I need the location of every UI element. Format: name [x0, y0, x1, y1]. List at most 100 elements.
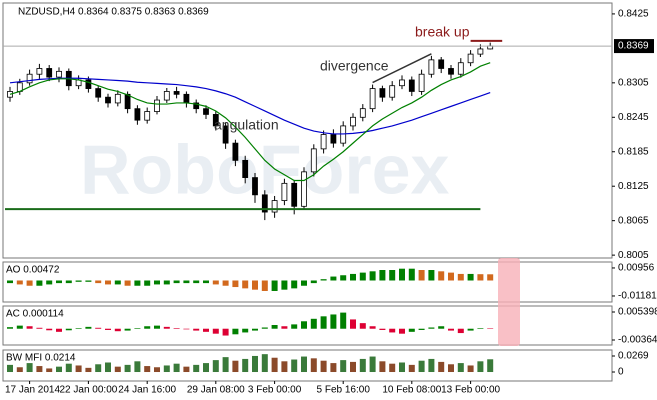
histogram-bar — [487, 274, 494, 281]
histogram-bar — [36, 366, 43, 373]
histogram-bar — [46, 280, 53, 285]
histogram-bar — [193, 328, 200, 331]
y-tick-label: 0.8185 — [618, 146, 649, 157]
candle-body — [222, 125, 229, 144]
histogram-bar — [301, 280, 307, 286]
panel-frame — [2, 261, 613, 303]
panel-frame — [2, 349, 613, 382]
y-tick-label: 0.8005 — [618, 250, 649, 261]
histogram-bar — [310, 280, 317, 284]
candle-body — [428, 59, 435, 75]
histogram-bar — [242, 328, 249, 333]
histogram-bar — [428, 358, 435, 373]
histogram-bar — [26, 280, 33, 286]
histogram-bar — [448, 272, 454, 281]
panel-title: AC 0.000114 — [6, 309, 64, 320]
moving-average — [9, 62, 491, 182]
histogram-bar — [46, 368, 53, 373]
histogram-bar — [124, 328, 131, 331]
histogram-bar — [271, 357, 278, 373]
histogram-bar — [408, 268, 415, 281]
moving-average — [9, 77, 491, 135]
y-tick-label: 0.005398 — [618, 307, 657, 318]
histogram-bar — [212, 280, 219, 285]
candle-body — [144, 111, 151, 121]
histogram-bar — [114, 366, 121, 373]
candle-body — [389, 85, 396, 98]
candle-body — [448, 68, 454, 75]
histogram-bar — [310, 358, 317, 373]
histogram-bar — [457, 328, 464, 334]
histogram-bar — [291, 280, 298, 289]
candle-body — [252, 177, 258, 196]
histogram-bar — [330, 276, 337, 281]
divergence-line — [372, 53, 432, 84]
histogram-bar — [134, 328, 141, 329]
histogram-bar — [114, 280, 121, 285]
candle-body — [301, 171, 307, 207]
histogram-bar — [16, 325, 23, 329]
candle-body — [46, 68, 53, 78]
histogram-bar — [26, 363, 33, 373]
histogram-bar — [457, 273, 464, 281]
histogram-bar — [320, 279, 327, 281]
histogram-bar — [144, 280, 151, 286]
histogram-bar — [408, 364, 415, 373]
histogram-bar — [85, 326, 92, 329]
histogram-bar — [399, 268, 405, 281]
histogram-bar — [105, 362, 111, 373]
histogram-bar — [124, 280, 131, 286]
histogram-bar — [65, 280, 72, 284]
histogram-bar — [252, 355, 258, 373]
histogram-bar — [389, 270, 396, 281]
histogram-bar — [399, 362, 405, 373]
y-tick-label: 0.8065 — [618, 215, 649, 226]
histogram-bar — [56, 328, 62, 332]
candle-body — [232, 142, 239, 161]
histogram-bar — [7, 327, 13, 329]
annotation: angulation — [214, 117, 279, 133]
histogram-bar — [457, 363, 464, 373]
histogram-bar — [36, 280, 43, 286]
y-tick-label: 0.8305 — [618, 77, 649, 88]
y-tick-label: 0.8245 — [618, 112, 649, 123]
histogram-bar — [232, 280, 239, 288]
histogram-bar — [359, 272, 366, 281]
candle-body — [163, 91, 170, 101]
histogram-bar — [46, 328, 53, 331]
histogram-bar — [75, 328, 82, 329]
panel-title: AO 0.00472 — [6, 265, 60, 276]
histogram-bar — [183, 328, 190, 330]
histogram-bar — [222, 280, 229, 286]
x-tick-label: 13 Feb 00:00 — [441, 385, 500, 396]
histogram-bar — [252, 328, 258, 331]
histogram-bar — [16, 367, 23, 373]
histogram-bar — [359, 358, 366, 373]
histogram-bar — [340, 312, 347, 329]
histogram-bar — [448, 328, 454, 331]
histogram-bar — [467, 328, 474, 331]
histogram-bar — [428, 327, 435, 329]
histogram-bar — [65, 328, 72, 331]
candle-body — [399, 79, 405, 87]
histogram-bar — [95, 364, 102, 373]
candle-body — [242, 159, 249, 178]
candle-body — [85, 79, 92, 89]
histogram-bar — [379, 270, 386, 281]
histogram-bar — [134, 280, 141, 286]
x-tick-label: 3 Feb 00:00 — [248, 385, 302, 396]
candle-body — [320, 134, 327, 150]
histogram-bar — [477, 274, 484, 281]
x-tick-label: 17 Jan 2014 — [5, 385, 60, 396]
highlight-zone — [498, 258, 520, 346]
histogram-bar — [477, 328, 484, 329]
histogram-bar — [418, 328, 425, 330]
histogram-bar — [389, 363, 396, 373]
candle-body — [114, 93, 121, 104]
histogram-bar — [222, 357, 229, 373]
histogram-bar — [36, 327, 43, 329]
histogram-bar — [95, 327, 102, 329]
current-price-label: 0.8369 — [618, 41, 649, 52]
